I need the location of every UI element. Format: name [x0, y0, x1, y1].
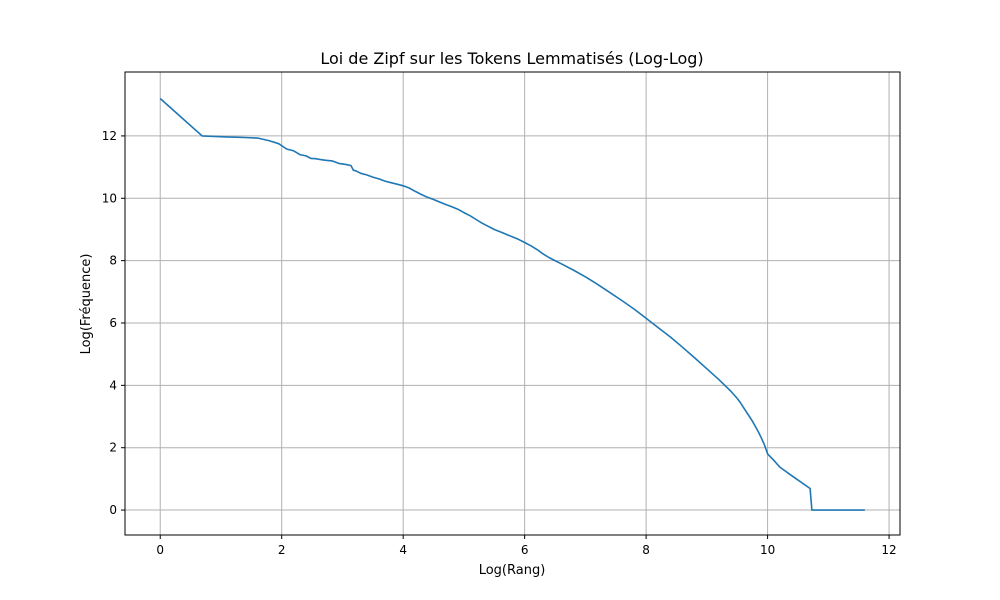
grid — [125, 72, 900, 535]
x-tick-label: 8 — [642, 543, 650, 557]
y-tick-label: 12 — [102, 129, 117, 143]
x-tick-label: 2 — [278, 543, 286, 557]
ticks: 0 2 4 6 8 10 12 0 2 4 6 8 10 12 — [102, 129, 897, 557]
x-tick-label: 6 — [521, 543, 529, 557]
y-tick-label: 6 — [109, 316, 117, 330]
y-tick-label: 4 — [109, 378, 117, 392]
x-tick-label: 4 — [399, 543, 407, 557]
y-axis-label: Log(Fréquence) — [79, 254, 94, 355]
zipf-series-line — [159, 97, 865, 511]
y-tick-label: 8 — [109, 254, 117, 268]
x-tick-label: 10 — [760, 543, 775, 557]
y-tick-label: 0 — [109, 503, 117, 517]
plot-frame — [124, 71, 901, 536]
x-axis-label: Log(Rang) — [479, 563, 546, 578]
y-tick-label: 2 — [109, 441, 117, 455]
y-tick-label: 10 — [102, 191, 117, 205]
x-tick-label: 0 — [156, 543, 164, 557]
chart-title: Loi de Zipf sur les Tokens Lemmatisés (L… — [320, 49, 703, 68]
x-tick-label: 12 — [881, 543, 896, 557]
series-line-layer — [159, 97, 865, 511]
